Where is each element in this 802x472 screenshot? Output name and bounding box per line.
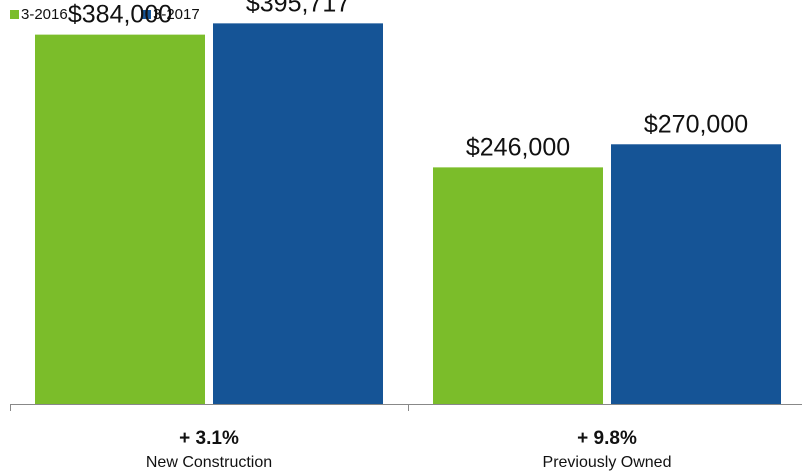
category-tick-label-0: New Construction xyxy=(146,454,272,471)
data-label-1-0: $395,717 xyxy=(246,0,350,17)
bar-1-1 xyxy=(611,144,781,405)
legend: 3-2016 3-2017 xyxy=(10,6,200,23)
x-axis xyxy=(10,404,802,411)
data-label-0-1: $246,000 xyxy=(466,133,570,161)
bars xyxy=(35,23,781,405)
legend-label-1: 3-2017 xyxy=(153,6,200,23)
legend-label-0: 3-2016 xyxy=(21,6,68,23)
bar-1-0 xyxy=(213,23,383,404)
category-labels: + 3.1% New Construction + 9.8% Previously O… xyxy=(146,428,672,471)
value-labels: $384,000 $395,717 $246,000 $270,000 xyxy=(68,0,748,161)
legend-swatch-0 xyxy=(10,10,19,19)
bar-0-1 xyxy=(433,167,603,404)
data-label-0-0: $384,000 xyxy=(68,1,172,29)
bar-0-0 xyxy=(35,34,205,404)
category-change-label-0: + 3.1% xyxy=(179,428,239,449)
data-label-1-1: $270,000 xyxy=(644,110,748,138)
category-change-label-1: + 9.8% xyxy=(577,428,637,449)
legend-swatch-1 xyxy=(142,10,151,19)
category-tick-label-1: Previously Owned xyxy=(543,454,672,471)
